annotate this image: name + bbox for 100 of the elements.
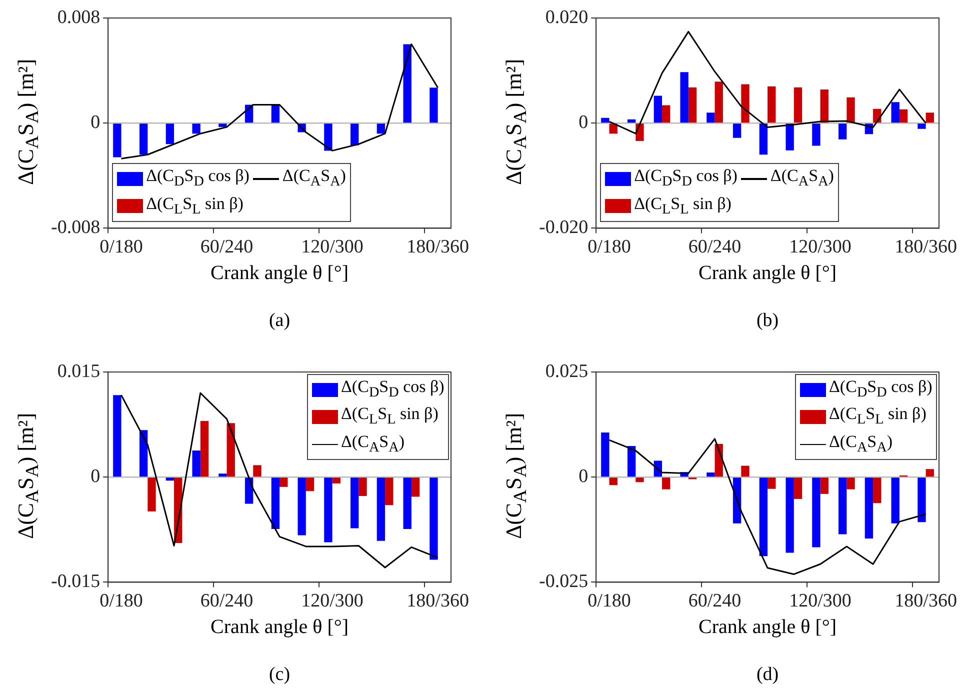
bar (918, 124, 926, 129)
bar (139, 124, 148, 155)
x-tick-label: 0/180 (100, 236, 143, 258)
bar (253, 465, 262, 477)
bar (113, 124, 122, 158)
bar (812, 478, 820, 548)
bar (899, 109, 908, 123)
x-tick-label: 120/300 (789, 236, 852, 258)
x-axis-title: Crank angle θ [°] (698, 262, 837, 285)
x-tick-label: 180/360 (894, 236, 957, 258)
bar (113, 395, 122, 477)
bar (812, 124, 820, 146)
bar (794, 478, 802, 499)
bar (306, 478, 314, 492)
y-tick-label: 0 (90, 112, 100, 134)
bar (891, 102, 900, 123)
bar (786, 478, 794, 553)
bar (271, 104, 280, 123)
x-tick-label: 120/300 (301, 590, 364, 612)
y-tick-label: 0 (578, 112, 588, 134)
bar (662, 478, 670, 490)
bar (820, 478, 828, 494)
bar (838, 478, 847, 534)
bar (200, 421, 209, 477)
bar (350, 124, 359, 146)
bar (759, 478, 768, 556)
bar (218, 474, 227, 477)
bar (741, 84, 750, 123)
bar (403, 44, 412, 123)
y-tick-label: -0.008 (51, 217, 100, 238)
legend-label: Δ(C$_{D}$S$_{D}$ cos β) (829, 376, 932, 402)
bar (350, 478, 359, 528)
y-tick-label: -0.015 (51, 571, 100, 592)
x-tick-label: 60/240 (200, 236, 254, 258)
bar (271, 478, 280, 529)
bar (192, 124, 200, 134)
y-tick-label: 0 (90, 466, 100, 488)
bar (846, 97, 855, 123)
bar (332, 478, 340, 484)
bar (820, 89, 828, 123)
bar (376, 478, 386, 541)
bar (139, 430, 148, 477)
x-tick-label: 120/300 (789, 590, 852, 612)
bar (918, 478, 926, 522)
text: (a) (268, 310, 290, 332)
legend-label: Δ(C$_{L}$S$_{L}$ sin β) (146, 192, 244, 219)
bar (706, 112, 715, 123)
bar (218, 124, 227, 128)
y-tick-label: 0.025 (545, 360, 588, 382)
bar (864, 478, 874, 538)
bar (298, 478, 306, 536)
text: (b) (756, 310, 779, 332)
bar (926, 112, 934, 123)
bar (166, 124, 174, 144)
bar (226, 423, 235, 477)
y-tick-label: 0.015 (57, 360, 100, 382)
bar (759, 124, 768, 155)
bar (430, 88, 438, 123)
bar (873, 478, 882, 504)
bar (741, 466, 750, 477)
y-tick-label: 0.008 (57, 6, 100, 28)
x-tick-label: 60/240 (688, 590, 742, 612)
legend-label: Δ(C$_{L}$S$_{L}$ sin β) (341, 403, 438, 430)
bar (166, 478, 174, 481)
bar (636, 478, 644, 482)
bar (324, 124, 332, 151)
bar (786, 124, 794, 150)
bar (358, 478, 367, 496)
y-tick-label: -0.025 (539, 571, 588, 592)
bar (609, 124, 618, 134)
legend-label: Δ(C$_{A}$S$_{A}$) (829, 430, 893, 458)
x-tick-label: 180/360 (406, 236, 469, 258)
bar (768, 86, 776, 123)
legend-label: Δ(C$_{L}$S$_{L}$ sin β) (634, 192, 732, 219)
x-tick-label: 180/360 (406, 590, 469, 612)
bar (385, 478, 394, 506)
bar (846, 478, 855, 490)
bar (280, 478, 288, 487)
bar (926, 469, 934, 477)
legend-label: Δ(C$_{D}$S$_{D}$ cos β) (341, 376, 444, 402)
bar (654, 96, 662, 123)
bar (706, 472, 715, 477)
bar (688, 87, 697, 123)
x-tick-label: 120/300 (301, 236, 364, 258)
x-tick-label: 0/180 (588, 236, 631, 258)
bar (768, 478, 776, 489)
legend-label: Δ(C$_{A}$S$_{A}$) (282, 165, 346, 192)
bar (627, 446, 636, 477)
bar (601, 118, 610, 123)
bar (891, 478, 900, 524)
x-tick-label: 60/240 (688, 236, 742, 258)
legend-label: Δ(C$_{A}$S$_{A}$) (770, 165, 834, 192)
x-axis-title: Crank angle θ [°] (210, 262, 349, 285)
bar (680, 72, 688, 123)
bar (430, 478, 438, 560)
y-tick-label: -0.020 (539, 217, 588, 238)
bar (794, 87, 802, 123)
bar (376, 124, 386, 134)
text: (d) (756, 664, 779, 686)
legend-label: Δ(C$_{D}$S$_{D}$ cos β) (146, 165, 250, 192)
